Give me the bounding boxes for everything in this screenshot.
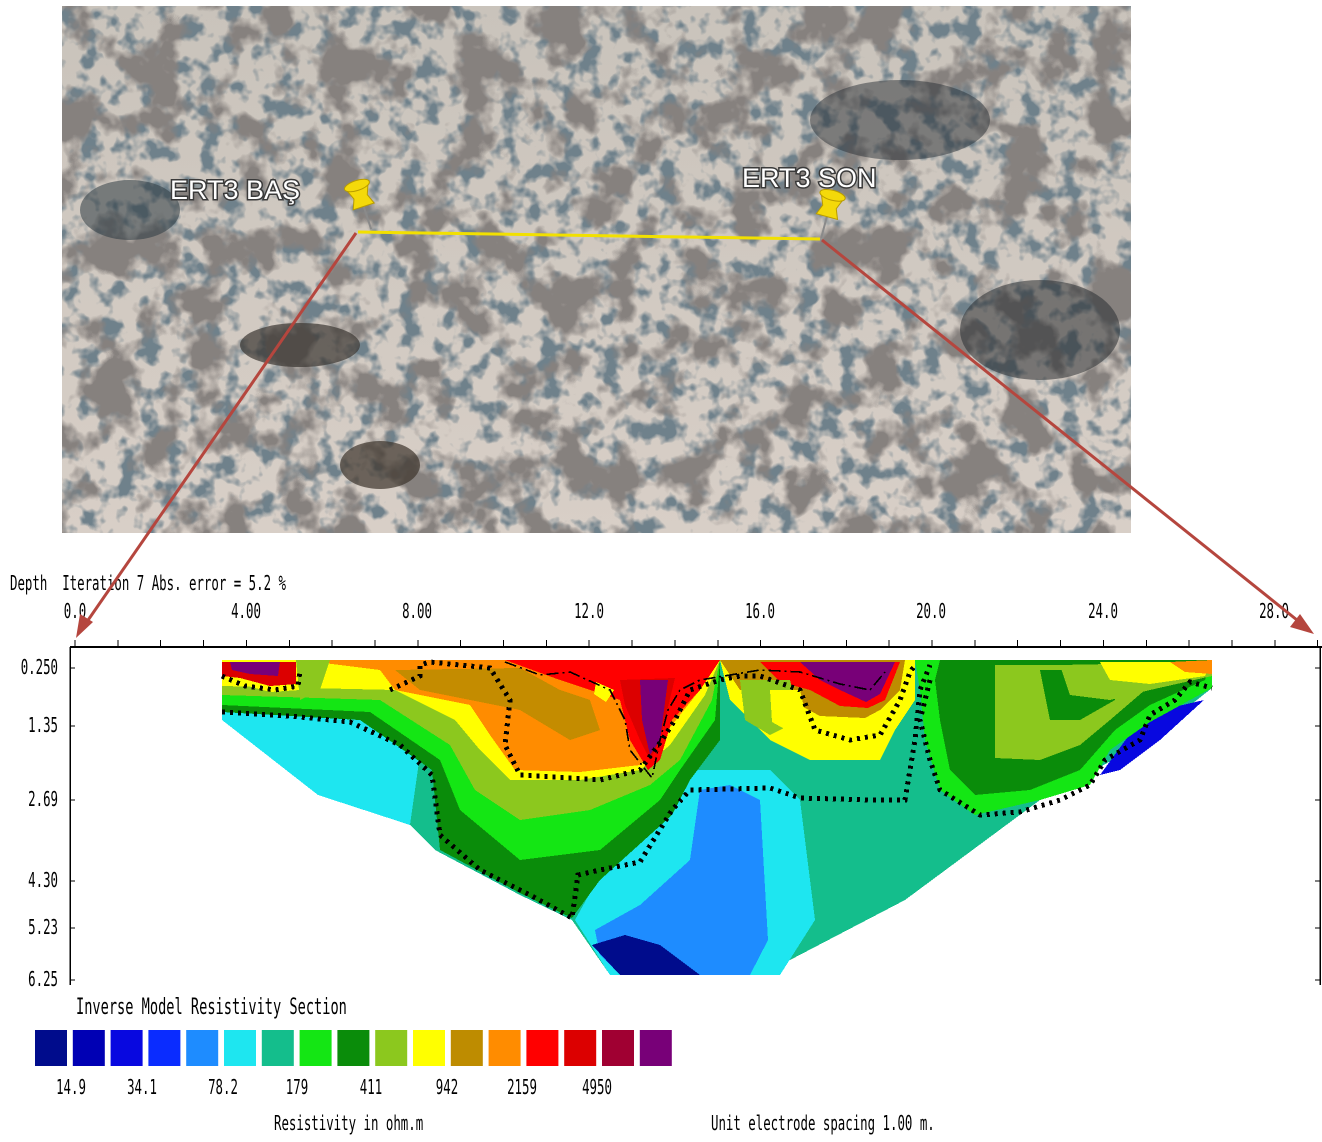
x-tick-label: 16.0 [745, 600, 775, 623]
color-legend [35, 1030, 672, 1066]
survey-line [357, 230, 821, 241]
depth-tick-label: 2.69 [28, 788, 58, 811]
legend-value: 942 [436, 1076, 458, 1099]
legend-value: 34.1 [127, 1076, 157, 1099]
legend-value: 14.9 [56, 1076, 86, 1099]
x-tick-label: 12.0 [574, 600, 604, 623]
legend-swatch [488, 1030, 521, 1066]
x-tick-marks [74, 640, 1319, 647]
legend-swatch [564, 1030, 597, 1066]
legend-swatch [337, 1030, 370, 1066]
end-pin-icon [815, 188, 846, 239]
section-title: Inverse Model Resistivity Section [76, 995, 347, 1020]
legend-value-labels: 14.9 34.1 78.2 179 411 942 2159 4950 [56, 1076, 612, 1099]
legend-value: 78.2 [208, 1076, 238, 1099]
legend-swatch [148, 1030, 181, 1066]
depth-tick-marks [70, 667, 1320, 981]
legend-swatch [375, 1030, 408, 1066]
arrowhead-left-icon [76, 614, 93, 638]
legend-swatch [639, 1030, 672, 1066]
legend-swatch [224, 1030, 256, 1066]
legend-caption: Resistivity in ohm.m [274, 1112, 423, 1135]
section-header: Depth Iteration 7 Abs. error = 5.2 % [10, 572, 286, 595]
legend-value: 411 [360, 1076, 382, 1099]
depth-tick-label: 6.25 [28, 968, 58, 991]
legend-swatch [602, 1030, 634, 1066]
arrow-left [82, 232, 358, 627]
resistivity-section [69, 640, 1322, 985]
legend-value: 2159 [507, 1076, 537, 1099]
connector-arrows [76, 232, 1314, 638]
legend-swatch [450, 1030, 483, 1066]
start-pin-icon [343, 178, 376, 230]
depth-tick-labels: 0.250 1.35 2.69 4.30 5.23 6.25 [21, 656, 58, 991]
depth-tick-label: 5.23 [28, 916, 58, 939]
end-label: ERT3 SON [742, 163, 877, 193]
aerial-photo [62, 6, 1131, 533]
electrode-spacing-note: Unit electrode spacing 1.00 m. [711, 1112, 935, 1135]
boundary-lines [221, 659, 1213, 922]
legend-swatch [35, 1030, 67, 1066]
legend-swatch [110, 1030, 143, 1066]
arrowhead-right-icon [1290, 614, 1314, 634]
x-tick-label: 20.0 [916, 600, 946, 623]
legend-value: 179 [286, 1076, 308, 1099]
x-tick-label: 8.00 [402, 600, 432, 623]
legend-swatch [526, 1030, 559, 1066]
legend-swatch [186, 1030, 219, 1066]
legend-swatch [72, 1030, 105, 1066]
legend-value: 4950 [582, 1076, 612, 1099]
x-tick-label: 24.0 [1088, 600, 1118, 623]
start-label: ERT3 BAŞ [170, 175, 300, 205]
high-resistivity-contour [504, 661, 886, 780]
x-tick-labels: 0.0 4.00 8.00 12.0 16.0 20.0 24.0 28.0 [64, 600, 1289, 623]
legend-swatch [261, 1030, 294, 1066]
depth-tick-label: 1.35 [28, 714, 58, 737]
legend-swatch [299, 1030, 332, 1066]
arrow-right [821, 238, 1303, 626]
legend-swatch [413, 1030, 445, 1066]
depth-tick-label: 0.250 [21, 656, 58, 679]
x-tick-label: 4.00 [231, 600, 261, 623]
depth-tick-label: 4.30 [28, 869, 58, 892]
